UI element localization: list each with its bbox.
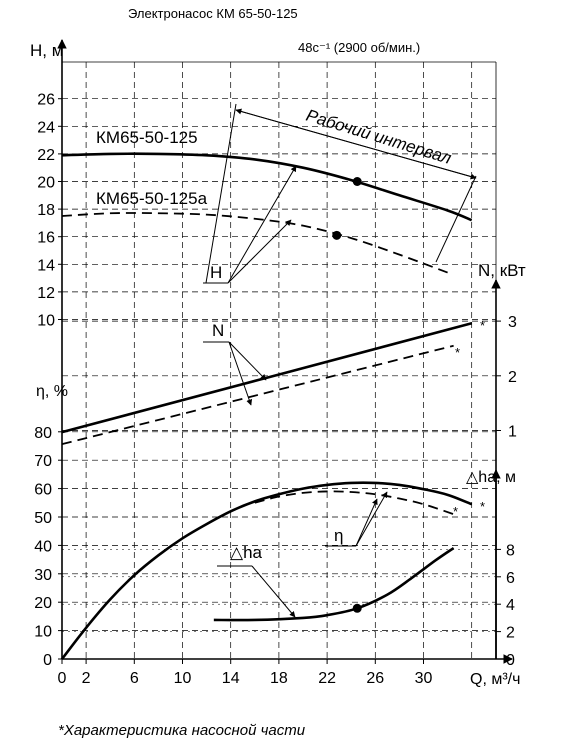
efficiency-tick-label: 50 bbox=[34, 510, 52, 527]
series bbox=[60, 152, 473, 660]
head-series-dashed-1 bbox=[61, 212, 448, 274]
npsh-leader bbox=[251, 565, 296, 618]
head-tick-label: 24 bbox=[37, 119, 55, 136]
efficiency-series-solid-0 bbox=[60, 481, 473, 660]
power-asterisk-solid: * bbox=[480, 318, 485, 333]
series-label-km65-50-125a: КМ65-50-125а bbox=[96, 189, 208, 208]
power-series-dashed-1 bbox=[61, 344, 454, 446]
power-tick-label: 3 bbox=[508, 314, 517, 331]
efficiency-tick-label: 80 bbox=[34, 425, 52, 442]
n-callout-label: N bbox=[212, 321, 224, 340]
head-series-dashed-1-point bbox=[332, 230, 342, 240]
efficiency-tick-label: 10 bbox=[34, 624, 52, 641]
efficiency-tick-label: 60 bbox=[34, 482, 52, 499]
working-range-left-leader bbox=[205, 103, 237, 284]
x-axis-label: Q, м³/ч bbox=[470, 671, 520, 688]
power-axis-label: N, кВт bbox=[478, 261, 526, 280]
working-range-label: Рабочий интервал bbox=[304, 106, 454, 168]
head-series-solid-0 bbox=[61, 152, 473, 222]
npsh-tick-label: 4 bbox=[506, 597, 515, 614]
h-leader-2 bbox=[227, 219, 292, 284]
x-tick-label: 14 bbox=[222, 670, 240, 687]
head-series-solid-0-point bbox=[352, 177, 362, 186]
h-leader-1 bbox=[227, 165, 297, 284]
head-tick-label: 14 bbox=[37, 257, 55, 274]
npsh-tick-label: 0 bbox=[506, 652, 515, 669]
head-tick-label: 10 bbox=[37, 313, 55, 330]
grid bbox=[62, 62, 496, 659]
x-tick-label: 2 bbox=[82, 670, 91, 687]
head-tick-label: 22 bbox=[37, 147, 55, 164]
power-asterisk-dashed: * bbox=[455, 345, 460, 360]
head-tick-label: 18 bbox=[37, 202, 55, 219]
x-tick-label: 22 bbox=[318, 670, 336, 687]
h-callout-label: H bbox=[210, 263, 222, 282]
power-tick-label: 2 bbox=[508, 369, 517, 386]
power-tick-label: 1 bbox=[508, 424, 517, 441]
x-tick-label: 30 bbox=[415, 670, 433, 687]
head-tick-label: 20 bbox=[37, 175, 55, 192]
n-leader-1 bbox=[228, 341, 267, 381]
efficiency-tick-label: 70 bbox=[34, 453, 52, 470]
eta-leader-2 bbox=[355, 498, 378, 547]
npsh-axis-label: △hа, м bbox=[466, 469, 516, 486]
head-tick-label: 16 bbox=[37, 230, 55, 247]
x-tick-label: 10 bbox=[174, 670, 192, 687]
axes bbox=[57, 39, 513, 664]
working-range-right-leader bbox=[435, 175, 477, 263]
npsh-tick-label: 2 bbox=[506, 625, 515, 642]
eta-asterisk-solid: * bbox=[480, 499, 485, 514]
x-tick-label: 0 bbox=[58, 670, 67, 687]
efficiency-tick-label: 0 bbox=[43, 652, 52, 669]
speed-label: 48с⁻¹ (2900 об/мин.) bbox=[298, 40, 420, 55]
head-tick-label: 12 bbox=[37, 285, 55, 302]
series-label-km65-50-125: КМ65-50-125 bbox=[96, 128, 198, 147]
efficiency-tick-label: 20 bbox=[34, 595, 52, 612]
efficiency-tick-label: 30 bbox=[34, 567, 52, 584]
efficiency-series-dashed-1 bbox=[254, 490, 454, 516]
eta-leader-1 bbox=[355, 491, 388, 547]
callout-lines bbox=[203, 103, 477, 618]
working-range-arrow-back bbox=[235, 108, 477, 179]
x-tick-label: 18 bbox=[270, 670, 288, 687]
npsh-tick-label: 8 bbox=[506, 542, 515, 559]
npsh-callout-label: △hа bbox=[230, 543, 263, 562]
efficiency-axis-label: η, % bbox=[36, 383, 68, 400]
efficiency-tick-label: 40 bbox=[34, 538, 52, 555]
chart-title: Электронасос КМ 65-50-125 bbox=[128, 6, 298, 21]
x-tick-label: 26 bbox=[366, 670, 384, 687]
n-leader-2 bbox=[228, 341, 253, 406]
npsh-tick-label: 6 bbox=[506, 570, 515, 587]
head-tick-label: 26 bbox=[37, 92, 55, 109]
x-tick-label: 6 bbox=[130, 670, 139, 687]
footnote: *Характеристика насосной части bbox=[58, 722, 306, 739]
npsh-series-solid-0-point bbox=[352, 603, 362, 613]
head-axis-label: H, м bbox=[30, 41, 63, 60]
eta-callout-label: η bbox=[334, 526, 343, 545]
power-series-solid-0 bbox=[61, 322, 473, 434]
eta-asterisk-dashed: * bbox=[453, 504, 458, 519]
